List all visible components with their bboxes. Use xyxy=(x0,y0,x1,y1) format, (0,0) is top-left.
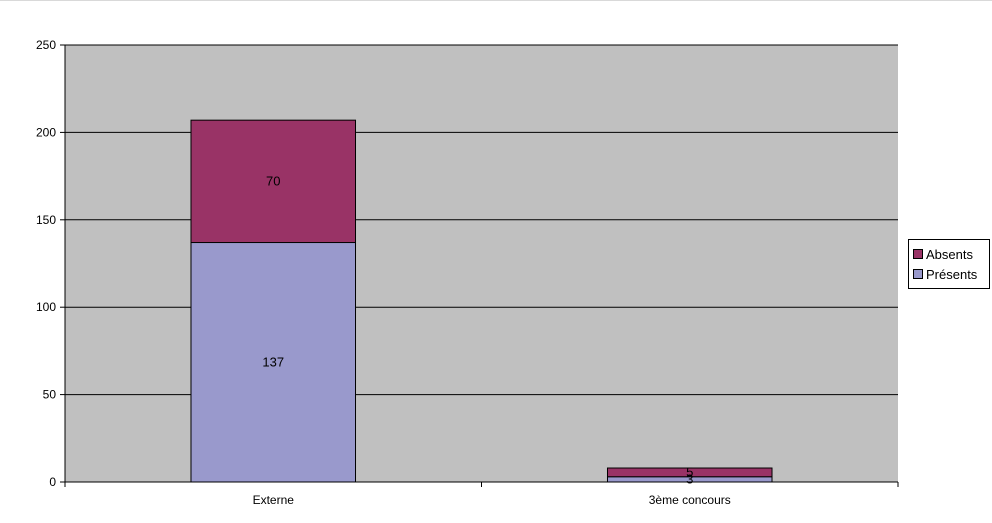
x-tick-label: 3ème concours xyxy=(649,493,731,507)
data-label: 5 xyxy=(686,464,693,479)
legend-label-presents: Présents xyxy=(926,266,978,282)
data-labels: 137 70 35 xyxy=(262,173,693,486)
legend: Absents Présents xyxy=(908,239,990,289)
bars xyxy=(190,119,773,483)
y-tick-label: 0 xyxy=(49,475,56,489)
bar-absents-1 xyxy=(606,467,773,478)
legend-label-absents: Absents xyxy=(926,246,973,262)
bar-presents-0 xyxy=(190,242,357,483)
y-tick-label: 250 xyxy=(36,38,56,52)
y-tick-label: 50 xyxy=(43,388,57,402)
legend-swatch-presents xyxy=(913,269,923,279)
data-label: 137 xyxy=(262,354,284,369)
legend-item-absents: Absents xyxy=(913,244,989,264)
axes: 0 50 100 150 200 250 Externe 3ème concours xyxy=(36,38,899,507)
plot-area xyxy=(65,45,898,482)
legend-swatch-absents xyxy=(913,249,923,259)
y-tick-label: 100 xyxy=(36,300,56,314)
bar-absents-0 xyxy=(190,119,357,244)
legend-item-presents: Présents xyxy=(913,264,989,284)
x-tick-label: Externe xyxy=(253,493,295,507)
y-tick-label: 150 xyxy=(36,213,56,227)
data-label: 3 xyxy=(686,471,693,486)
data-label: 70 xyxy=(266,173,280,188)
y-tick-label: 200 xyxy=(36,125,56,139)
